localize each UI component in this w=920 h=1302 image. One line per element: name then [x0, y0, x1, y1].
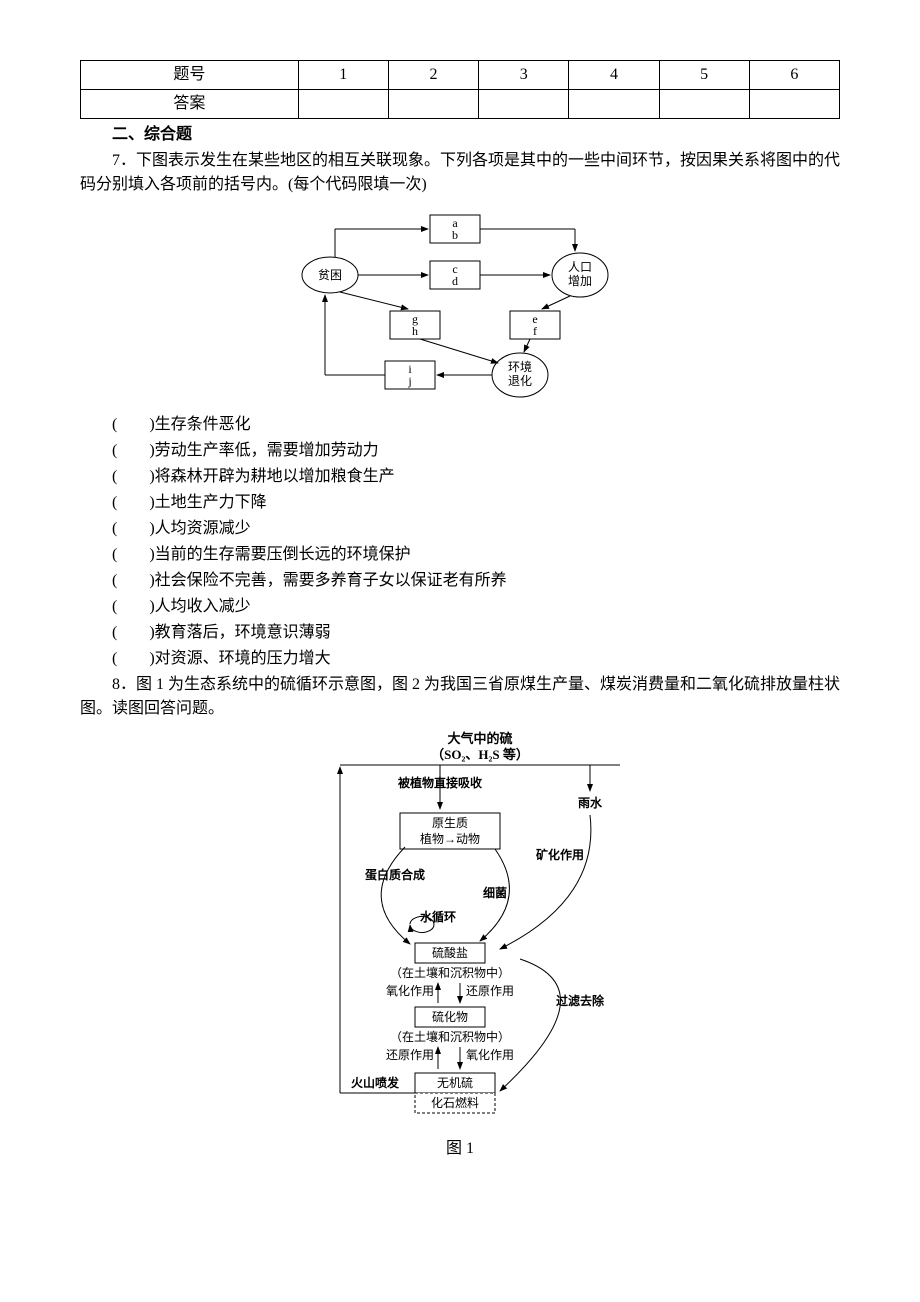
col-header: 3	[479, 61, 569, 90]
rain-label: 雨水	[578, 795, 603, 810]
q8-svg: 大气中的硫 （SO₂、H₂S 等） 被植物直接吸收 雨水 原生质 植物→动物 矿…	[280, 729, 640, 1129]
col-header: 6	[749, 61, 839, 90]
answer-cell	[749, 90, 839, 119]
bacteria-label: 细菌	[483, 885, 507, 900]
soil1-label: （在土壤和沉积物中）	[390, 965, 510, 980]
q7-item: ( )生存条件恶化	[80, 413, 840, 437]
atm-label: 大气中的硫	[447, 731, 512, 746]
q8-diagram: 大气中的硫 （SO₂、H₂S 等） 被植物直接吸收 雨水 原生质 植物→动物 矿…	[80, 729, 840, 1129]
table-row: 答案	[81, 90, 840, 119]
volcano-label: 火山喷发	[351, 1075, 400, 1090]
inorg-label: 无机硫	[437, 1075, 473, 1090]
sulfide-label: 硫化物	[432, 1009, 468, 1024]
table-row: 题号 1 2 3 4 5 6	[81, 61, 840, 90]
soil2-label: （在土壤和沉积物中）	[390, 1029, 510, 1044]
q7-diagram: 贫困 人口 增加 环境 退化 a b c d g h e f i j	[80, 205, 840, 405]
node-poverty: 贫困	[318, 267, 342, 282]
row-label: 答案	[81, 90, 299, 119]
q7-item: ( )社会保险不完善，需要多养育子女以保证老有所养	[80, 569, 840, 593]
q7-item: ( )人均收入减少	[80, 595, 840, 619]
svg-text:退化: 退化	[508, 374, 532, 388]
node-d: d	[452, 274, 458, 288]
answer-cell	[569, 90, 659, 119]
figure-caption: 图 1	[80, 1137, 840, 1161]
q7-item: ( )土地生产力下降	[80, 491, 840, 515]
col-header: 5	[659, 61, 749, 90]
node-j: j	[407, 374, 411, 388]
question-8-text: 8．图 1 为生态系统中的硫循环示意图，图 2 为我国三省原煤生产量、煤炭消费量…	[80, 673, 840, 721]
q7-item: ( )教育落后，环境意识薄弱	[80, 621, 840, 645]
q7-svg: 贫困 人口 增加 环境 退化 a b c d g h e f i j	[280, 205, 640, 405]
sulfate-label: 硫酸盐	[432, 945, 468, 960]
q7-item: ( )劳动生产率低，需要增加劳动力	[80, 439, 840, 463]
q7-item: ( )人均资源减少	[80, 517, 840, 541]
filter-label: 过滤去除	[556, 993, 605, 1008]
answer-cell	[388, 90, 478, 119]
oxid1-label: 氧化作用	[386, 984, 434, 998]
col-header: 4	[569, 61, 659, 90]
question-7-text: 7．下图表示发生在某些地区的相互关联现象。下列各项是其中的一些中间环节，按因果关…	[80, 149, 840, 197]
node-f: f	[533, 324, 537, 338]
node-b: b	[452, 228, 458, 242]
proto-label: 原生质	[432, 816, 468, 830]
row-label: 题号	[81, 61, 299, 90]
col-header: 2	[388, 61, 478, 90]
answer-cell	[479, 90, 569, 119]
reduc2-label: 还原作用	[386, 1048, 434, 1062]
svg-text:人口: 人口	[568, 260, 592, 274]
protein-label: 蛋白质合成	[365, 867, 425, 882]
q7-item: ( )当前的生存需要压倒长远的环境保护	[80, 543, 840, 567]
col-header: 1	[298, 61, 388, 90]
node-h: h	[412, 324, 418, 338]
fossil-label: 化石燃料	[431, 1095, 479, 1110]
svg-text:环境: 环境	[508, 359, 532, 374]
section-title: 二、综合题	[80, 123, 840, 147]
svg-text:增加: 增加	[568, 274, 592, 288]
plant-animal-label: 植物→动物	[420, 831, 480, 846]
reduc1-label: 还原作用	[466, 984, 514, 998]
oxid2-label: 氧化作用	[466, 1048, 514, 1062]
q7-item: ( )对资源、环境的压力增大	[80, 647, 840, 671]
answer-cell	[298, 90, 388, 119]
atm-sub: （SO₂、H₂S 等）	[431, 747, 529, 762]
mineral-label: 矿化作用	[536, 847, 584, 862]
q7-item: ( )将森林开辟为耕地以增加粮食生产	[80, 465, 840, 489]
answer-table: 题号 1 2 3 4 5 6 答案	[80, 60, 840, 119]
answer-cell	[659, 90, 749, 119]
